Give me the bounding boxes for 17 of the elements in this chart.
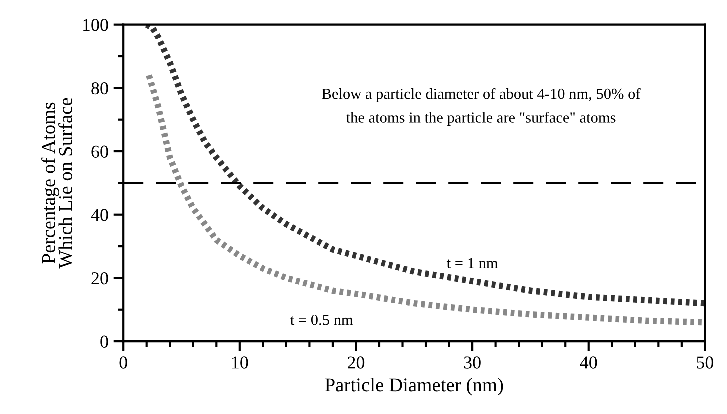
y-tick-label: 0 [100,336,108,348]
y-tick-label: 60 [92,146,108,158]
series-label: t = 1 nm [446,258,498,269]
x-tick-label: 50 [697,356,714,369]
series-label: t = 0.5 nm [290,314,354,326]
x-tick-label: 30 [464,356,481,369]
annotation: Below a particle diameter of about 4-10 nm, 50% of the atoms in the particle are "surface" atoms [322,88,641,126]
x-tick-label: 0 [120,356,128,369]
x-tick-label: 40 [580,356,598,369]
y-tick-label: 100 [84,19,108,32]
y-tick-label: 40 [91,209,108,222]
x-tick-label: 20 [348,356,365,369]
x-axis-title: Particle Diameter (nm) [325,378,504,396]
x-tick-label: 10 [232,356,248,369]
y-tick-label: 80 [92,82,108,95]
y-axis-title: Percentage of Atoms Which Lie on Surface [42,98,73,269]
y-tick-label: 20 [92,272,108,285]
